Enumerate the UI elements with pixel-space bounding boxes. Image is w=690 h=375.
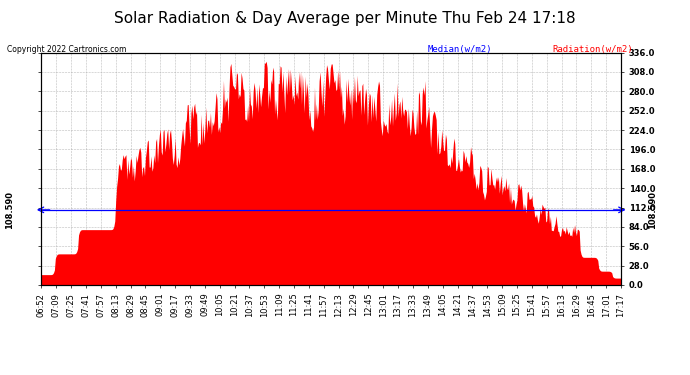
Text: Radiation(w/m2): Radiation(w/m2) bbox=[552, 45, 633, 54]
Text: 108.590: 108.590 bbox=[5, 191, 14, 229]
Text: Solar Radiation & Day Average per Minute Thu Feb 24 17:18: Solar Radiation & Day Average per Minute… bbox=[114, 11, 576, 26]
Text: Median(w/m2): Median(w/m2) bbox=[428, 45, 492, 54]
Text: 108.590: 108.590 bbox=[649, 191, 658, 229]
Text: Copyright 2022 Cartronics.com: Copyright 2022 Cartronics.com bbox=[7, 45, 126, 54]
